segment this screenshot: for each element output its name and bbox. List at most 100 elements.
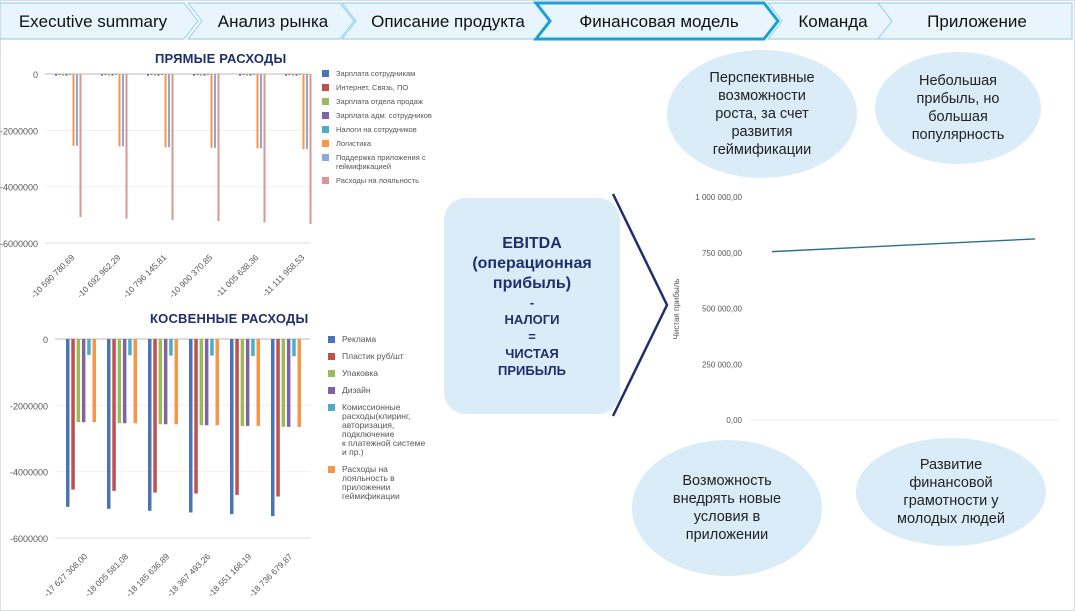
tab-shape (876, 2, 1073, 40)
bar (292, 339, 296, 357)
bar (281, 339, 286, 427)
legend-swatch (322, 98, 329, 105)
bar (122, 339, 127, 424)
bar (55, 74, 57, 76)
legend-label: Расходы на лояльность (336, 176, 419, 185)
bar (87, 339, 91, 355)
tab-label: Executive summary (19, 12, 168, 31)
bar (81, 339, 86, 423)
tab-label: Команда (798, 12, 868, 31)
legend-swatch (322, 177, 329, 184)
bar (92, 339, 96, 423)
y-tick-label: 0,00 (726, 416, 742, 425)
bracket-arrow (611, 193, 669, 417)
bar (164, 74, 167, 148)
legend-label: и пр.) (342, 447, 364, 457)
ebitda-line-3: прибыль) (492, 274, 572, 292)
bar (153, 339, 157, 493)
legend-swatch (322, 112, 329, 119)
bar (174, 339, 178, 425)
legend-label: Налоги на сотрудников (336, 125, 417, 134)
legend-swatch (322, 70, 329, 77)
legend-swatch (322, 126, 329, 133)
tab-market-analysis[interactable]: Анализ рынка (186, 2, 355, 40)
bar (161, 74, 163, 75)
net-profit-chart: 1 000 000,00 750 000,00 500 000,00 250 000,… (672, 193, 1060, 425)
y-tick-label: -4000000 (10, 468, 48, 478)
tab-label: Анализ рынка (218, 12, 329, 31)
bar (260, 74, 262, 149)
bar (158, 339, 163, 425)
legend-swatch (328, 404, 335, 411)
bar (171, 74, 174, 220)
tab-financial-model[interactable]: Финансовая модель (532, 1, 780, 41)
bar (292, 74, 294, 76)
bar (148, 339, 152, 511)
bar (107, 339, 111, 509)
indirect-expenses-chart: 0-2000000-4000000-6000000-17 627 308,00-… (10, 334, 425, 599)
bar (246, 74, 248, 76)
legend-swatch (328, 370, 335, 377)
bar (150, 74, 153, 75)
y-tick-label: -6000000 (10, 534, 48, 544)
tab-shape (186, 2, 355, 40)
bar (62, 74, 64, 76)
bar (104, 74, 107, 75)
x-tick-label: -11 005 638,36 (213, 252, 260, 299)
legend-label: Расходы на (342, 464, 388, 474)
bar (210, 74, 213, 148)
bar (69, 74, 71, 75)
bar (147, 74, 149, 76)
bar (215, 339, 219, 426)
direct-expenses-chart: 0-2000000-4000000-6000000-10 590 780,69-… (0, 69, 432, 300)
bar (297, 339, 301, 427)
ebitda-line-2: (операционная (472, 254, 592, 272)
legend-swatch (328, 466, 335, 473)
y-tick-label: 250 000,00 (702, 360, 743, 369)
bar (169, 339, 173, 356)
tab-executive-summary[interactable]: Executive summary (0, 2, 199, 40)
indirect-expenses-title: КОСВЕННЫЕ РАСХОДЫ (150, 311, 309, 326)
legend-label: к платежной системе (342, 438, 425, 448)
bar (263, 74, 266, 223)
x-tick-label: -10 692 962,29 (75, 252, 123, 300)
bar (72, 74, 75, 146)
bar (253, 74, 255, 75)
legend-swatch (328, 353, 335, 360)
bar (154, 74, 156, 76)
ebitda-line-1: EBITDA (502, 234, 562, 252)
bar (309, 74, 312, 224)
legend-label: Упаковка (342, 368, 378, 378)
ebitda-profit: ПРИБЫЛЬ (498, 362, 566, 378)
legend-label: Зарплата адм. сотрудников (336, 111, 432, 120)
bar (306, 74, 308, 150)
x-tick-label: -11 111 958,53 (260, 252, 306, 298)
direct-expenses-title: ПРЯМЫЕ РАСХОДЫ (155, 51, 287, 66)
bar (108, 74, 110, 76)
ebitda-formula-box: EBITDA (операционная прибыль) - НАЛОГИ =… (444, 198, 620, 414)
bar (256, 74, 259, 149)
legend-swatch (322, 140, 329, 147)
tab-appendix[interactable]: Приложение (876, 2, 1073, 40)
bar (196, 74, 199, 75)
bar (117, 339, 122, 424)
legend-label: Логистика (336, 139, 372, 148)
bar (71, 339, 75, 490)
bar (125, 74, 128, 219)
legend-swatch (322, 84, 329, 91)
bar (276, 339, 280, 497)
bar (111, 74, 114, 76)
bar (157, 74, 160, 76)
bar (199, 339, 204, 426)
bar (295, 74, 298, 76)
legend-label: Реклама (342, 334, 376, 344)
bar (101, 74, 103, 76)
legend-label: Комиссионные (342, 402, 401, 412)
legend-label: расходы(клиринг, (342, 411, 410, 421)
bar (285, 74, 287, 76)
tab-product-description[interactable]: Описание продукта (340, 2, 551, 40)
tab-label: Финансовая модель (579, 12, 739, 31)
x-tick-label: -10 796 145,81 (121, 252, 169, 300)
bar (240, 339, 245, 426)
tab-team[interactable]: Команда (766, 2, 895, 40)
